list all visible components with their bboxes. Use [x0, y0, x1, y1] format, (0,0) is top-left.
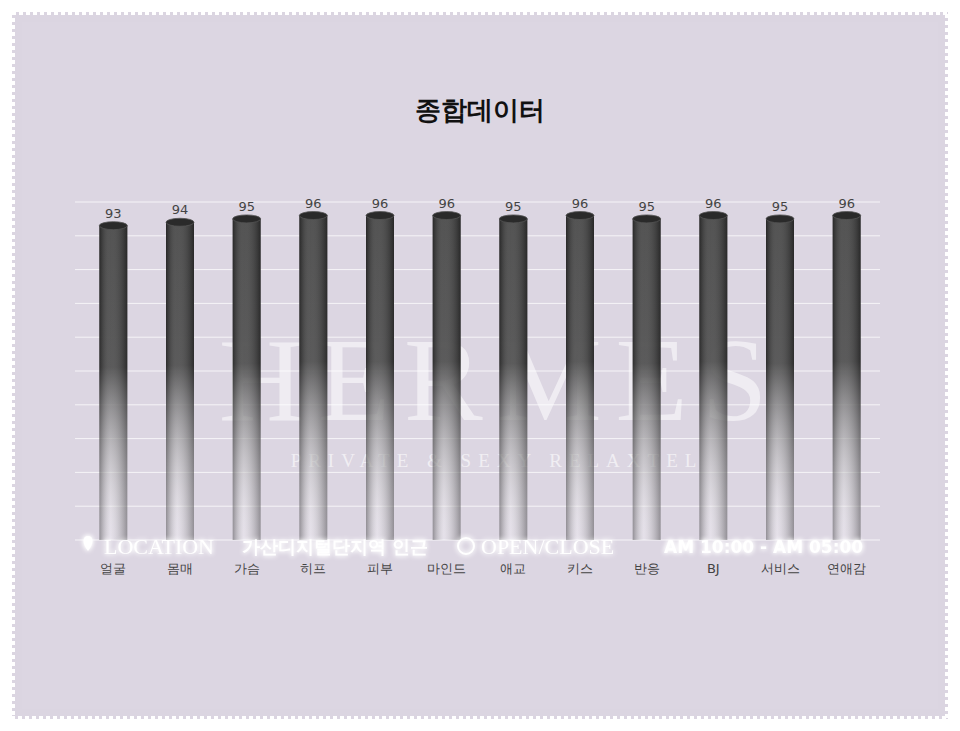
- bar-cap: [99, 222, 127, 230]
- bar: [433, 216, 461, 540]
- grid-line: [75, 472, 880, 473]
- bar-shade: [433, 216, 461, 540]
- x-axis-labels: 얼굴 몸매 가슴 히프 피부 마인드 애교 키스 반응 BJ 서비스 연애감: [100, 561, 866, 576]
- grid-line: [75, 303, 880, 304]
- bar-shade: [299, 216, 327, 540]
- bar-shade: [99, 226, 127, 540]
- bar-cap: [833, 212, 861, 220]
- data-label: 96: [705, 196, 722, 211]
- chart-title: 종합데이터: [415, 95, 545, 125]
- x-tick-label: 히프: [300, 561, 326, 576]
- data-label: 95: [772, 199, 789, 214]
- data-label: 96: [572, 196, 589, 211]
- x-tick-label: 피부: [367, 561, 393, 576]
- grid-line: [75, 371, 880, 372]
- bar: [566, 216, 594, 540]
- x-tick-label: 몸매: [167, 561, 193, 576]
- data-label: 96: [438, 196, 455, 211]
- panel: [22, 22, 938, 709]
- grid: [75, 202, 880, 540]
- footer: LOCATION 가산디지털단지역 인근 OPEN/CLOSE AM 10:00 - …: [84, 534, 864, 559]
- x-tick-label: 연애감: [827, 561, 866, 576]
- x-tick-label: 얼굴: [100, 561, 126, 576]
- x-tick-label: 반응: [634, 561, 660, 576]
- footer-text: OPEN/CLOSE: [481, 534, 614, 559]
- bar-cap: [299, 212, 327, 220]
- bar: [766, 219, 794, 540]
- bar-shade: [766, 219, 794, 540]
- bar: [166, 222, 194, 540]
- frame: [12, 12, 948, 719]
- bar: [233, 219, 261, 540]
- bar-cap: [166, 218, 194, 226]
- bar: [499, 219, 527, 540]
- footer-text: 가산디지털단지역 인근: [242, 536, 428, 557]
- bar-cap: [566, 212, 594, 220]
- data-label: 94: [172, 202, 189, 217]
- bar: [366, 216, 394, 540]
- grid-line: [75, 269, 880, 270]
- data-label: 96: [372, 196, 389, 211]
- data-label: 95: [638, 199, 655, 214]
- data-label: 96: [305, 196, 322, 211]
- grid-line: [75, 438, 880, 439]
- bar-cap: [233, 215, 261, 223]
- data-label: 95: [238, 199, 255, 214]
- grid-line: [75, 506, 880, 507]
- x-tick-label: 마인드: [427, 561, 466, 576]
- grid-line: [75, 235, 880, 236]
- x-tick-label: 서비스: [761, 561, 800, 576]
- bars: [99, 212, 860, 540]
- bar-cap: [433, 212, 461, 220]
- pin-icon: [84, 536, 93, 551]
- bar-cap: [366, 212, 394, 220]
- x-tick-label: 가슴: [234, 561, 260, 576]
- x-tick-label: BJ: [707, 561, 720, 576]
- bar: [299, 216, 327, 540]
- data-label: 95: [505, 199, 522, 214]
- bar-shade: [366, 216, 394, 540]
- bar-cap: [633, 215, 661, 223]
- grid-line: [75, 337, 880, 338]
- x-tick-label: 키스: [567, 561, 593, 576]
- bar-shade: [499, 219, 527, 540]
- bar-cap: [766, 215, 794, 223]
- bar: [99, 226, 127, 540]
- data-label: 96: [838, 196, 855, 211]
- bar: [633, 219, 661, 540]
- bar-shade: [166, 222, 194, 540]
- bar-shade: [699, 216, 727, 540]
- bar-shade: [833, 216, 861, 540]
- bar-shade: [233, 219, 261, 540]
- grid-line: [75, 404, 880, 405]
- chart-svg: HERMESPRIVATE & SEXY RELAXTEL93949596969…: [0, 0, 960, 731]
- bar-shade: [566, 216, 594, 540]
- data-label: 93: [105, 206, 122, 221]
- bar-cap: [499, 215, 527, 223]
- x-tick-label: 애교: [500, 561, 526, 576]
- page-bg: [0, 0, 960, 731]
- footer-text: AM 10:00 - AM 05:00: [664, 537, 863, 557]
- clock-icon: [458, 538, 474, 554]
- bar-cap: [699, 212, 727, 220]
- chart-root: HERMESPRIVATE & SEXY RELAXTEL93949596969…: [0, 0, 960, 731]
- bar-shade: [633, 219, 661, 540]
- data-labels: 93 94 95 96 96 96 95 96 95 96 95 96: [105, 196, 855, 221]
- bar: [833, 216, 861, 540]
- bar: [699, 216, 727, 540]
- grid-line: [75, 202, 880, 203]
- footer-text: LOCATION: [104, 534, 214, 559]
